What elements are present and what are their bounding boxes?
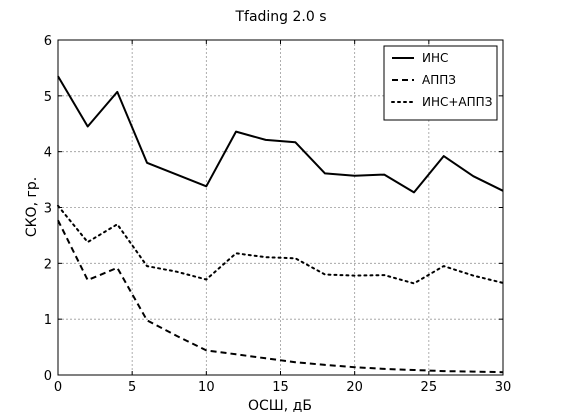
x-tick-label: 15 <box>272 380 289 395</box>
x-tick-label: 10 <box>198 380 215 395</box>
legend-label-2: АППЗ <box>422 73 456 87</box>
x-tick-label: 5 <box>128 380 136 395</box>
legend-label-3: ИНС+АППЗ <box>422 95 492 109</box>
x-tick-label: 20 <box>346 380 363 395</box>
y-tick-label: 2 <box>44 257 52 272</box>
x-axis-label: ОСШ, дБ <box>248 398 312 414</box>
series-line-3 <box>57 204 504 285</box>
y-axis-label: СКО, гр. <box>24 177 40 237</box>
y-tick-label: 6 <box>44 34 52 49</box>
series-layer <box>57 75 504 374</box>
y-tick-label: 1 <box>44 313 52 328</box>
y-tick-label: 4 <box>44 146 52 161</box>
x-tick-label: 30 <box>495 380 512 395</box>
y-tick-label: 3 <box>44 202 52 217</box>
y-tick-label: 5 <box>44 90 52 105</box>
series-line-2 <box>57 219 504 374</box>
x-tick-label: 25 <box>421 380 438 395</box>
y-tick-label: 0 <box>44 369 52 384</box>
chart-title: Tfading 2.0 s <box>234 9 326 25</box>
legend: ИНС АППЗ ИНС+АППЗ <box>383 45 498 121</box>
series-line-1 <box>57 75 504 194</box>
x-tick-label: 0 <box>54 380 62 395</box>
legend-label-1: ИНС <box>422 51 448 65</box>
axis-ticks: 0 5 10 15 20 25 30 0 1 2 3 4 5 6 <box>44 34 512 395</box>
